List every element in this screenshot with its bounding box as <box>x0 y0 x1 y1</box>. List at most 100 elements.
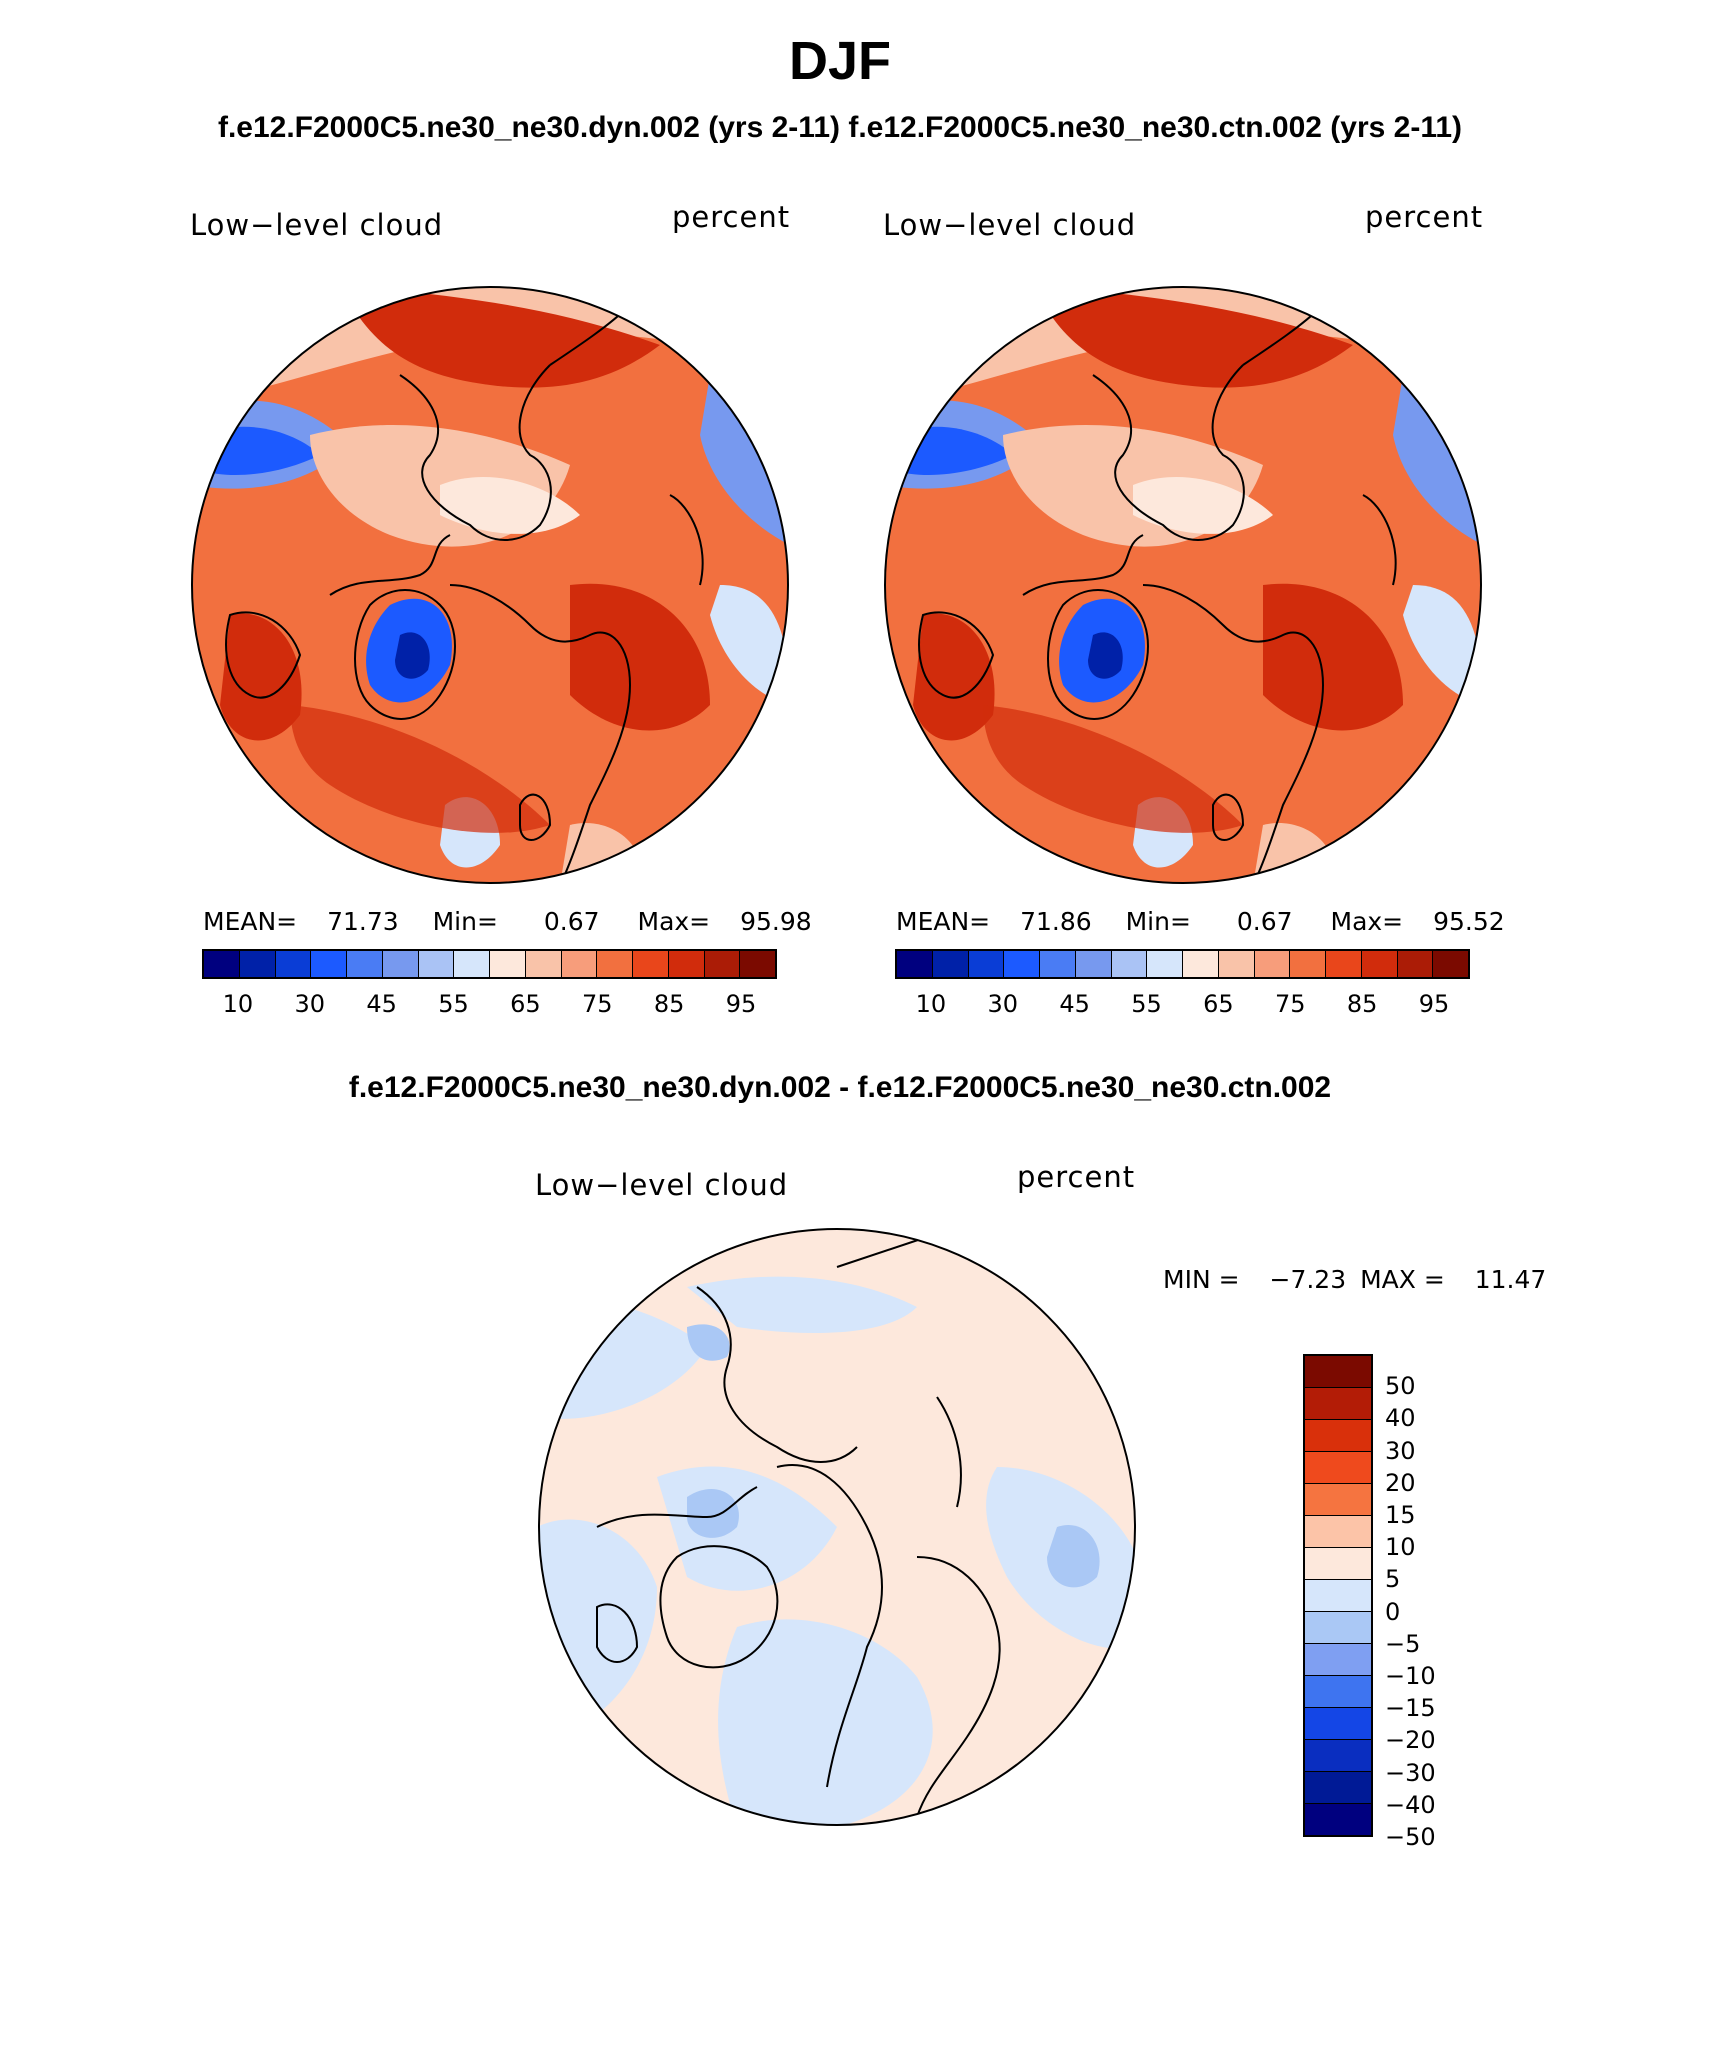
map-south-deep <box>290 705 550 833</box>
colorbar-tick-label: 75 <box>582 990 613 1018</box>
max-value: 95.98 <box>740 907 812 936</box>
left-polar-map <box>191 286 789 884</box>
diff-minmax: MIN = −7.23 MAX = 11.47 <box>1163 1265 1546 1295</box>
colorbar-swatch <box>704 951 741 977</box>
colorbar-swatch <box>1218 951 1255 977</box>
diff-atlantic-neg <box>718 1619 933 1825</box>
diff-colorbar-swatch <box>1305 1452 1371 1484</box>
colorbar-swatch <box>968 951 1005 977</box>
colorbar-swatch <box>454 951 490 977</box>
left-variable-label: Low−level cloud <box>190 208 444 242</box>
colorbar-tick-label: 45 <box>366 990 397 1018</box>
colorbar-swatch <box>275 951 312 977</box>
max-label: Max= <box>1330 907 1404 936</box>
diff-colorbar-tick-label: −5 <box>1385 1629 1421 1658</box>
colorbar-swatch <box>1075 951 1112 977</box>
diff-colorbar-tick-label: 50 <box>1385 1372 1416 1401</box>
map-pacific-red <box>913 613 995 741</box>
diff-colorbar-swatch <box>1305 1612 1371 1644</box>
colorbar-tick-label: 55 <box>1131 990 1162 1018</box>
diff-colorbar-tick-label: 40 <box>1385 1404 1416 1433</box>
diff-colorbar-swatch <box>1305 1708 1371 1740</box>
map-north-red <box>340 287 660 388</box>
diff-colorbar-swatch <box>1305 1420 1371 1452</box>
colorbar-swatch <box>668 951 705 977</box>
colorbar-tick-label: 95 <box>1418 990 1450 1018</box>
mean-label: MEAN= <box>896 907 991 936</box>
right-polar-map <box>884 286 1482 884</box>
colorbar-tick-label: 65 <box>510 990 541 1018</box>
left-colorbar <box>202 949 777 979</box>
colorbar-tick-label: 30 <box>294 990 326 1018</box>
colorbar-swatch <box>932 951 969 977</box>
diff-max-value: 11.47 <box>1474 1265 1547 1294</box>
colorbar-swatch <box>1433 951 1468 977</box>
diff-colorbar-tick-label: 10 <box>1385 1533 1416 1562</box>
diff-colorbar <box>1303 1354 1373 1837</box>
colorbar-tick-label: 95 <box>725 990 757 1018</box>
max-label: Max= <box>637 907 711 936</box>
diff-coastlines <box>596 1236 1001 1818</box>
map-eurasia-red <box>1263 583 1403 731</box>
right-colorbar-ticks: 10 30 45 55 65 75 85 95 <box>895 990 1470 1020</box>
diff-north-neg <box>687 1276 917 1333</box>
diff-east-neg2 <box>1047 1525 1100 1588</box>
colorbar-swatch <box>1254 951 1291 977</box>
mean-value: 71.86 <box>1020 907 1092 936</box>
diff-small-neg <box>687 1324 730 1361</box>
diff-colorbar-swatch <box>1305 1388 1371 1420</box>
colorbar-tick-label: 85 <box>1346 990 1378 1018</box>
left-units-label: percent <box>672 200 791 234</box>
min-label: Min= <box>1125 907 1191 936</box>
diff-colorbar-swatch <box>1305 1484 1371 1516</box>
diff-colorbar-swatch <box>1305 1772 1371 1804</box>
colorbar-tick-label: 75 <box>1275 990 1306 1018</box>
max-value: 95.52 <box>1433 907 1505 936</box>
right-units-label: percent <box>1365 200 1484 234</box>
colorbar-swatch <box>311 951 347 977</box>
difference-title: f.e12.F2000C5.ne30_ne30.dyn.002 - f.e12.… <box>348 1071 1332 1104</box>
diff-colorbar-tick-label: 20 <box>1385 1468 1416 1497</box>
figure-title: DJF <box>788 31 891 91</box>
right-stats: MEAN= 71.86 Min= 0.67 Max= 95.52 <box>896 907 1505 937</box>
colorbar-tick-label: 85 <box>653 990 685 1018</box>
map-border <box>191 286 789 884</box>
colorbar-swatch <box>347 951 383 977</box>
map-east-blue-2 <box>710 585 788 705</box>
colorbar-swatch <box>1397 951 1434 977</box>
diff-colorbar-swatch <box>1305 1548 1371 1580</box>
colorbar-swatch <box>418 951 455 977</box>
map-east-blue <box>1393 375 1481 545</box>
diff-colorbar-tick-label: −20 <box>1385 1726 1436 1755</box>
case-subtitle: f.e12.F2000C5.ne30_ne30.dyn.002 (yrs 2-1… <box>217 111 1463 144</box>
diff-min-value: −7.23 <box>1269 1265 1347 1294</box>
colorbar-swatch <box>1147 951 1183 977</box>
colorbar-swatch <box>561 951 598 977</box>
map-border <box>884 286 1482 884</box>
colorbar-swatch <box>740 951 775 977</box>
diff-colorbar-tick-label: −15 <box>1385 1694 1436 1723</box>
diff-canada-neg2 <box>687 1488 739 1538</box>
diff-variable-label: Low−level cloud <box>535 1168 789 1202</box>
diff-colorbar-tick-label: 15 <box>1385 1501 1416 1529</box>
diff-map-border <box>538 1228 1136 1826</box>
map-pacific-red <box>220 613 302 741</box>
min-value: 0.67 <box>1236 907 1293 936</box>
right-colorbar <box>895 949 1470 979</box>
diff-colorbar-tick-label: −50 <box>1385 1823 1436 1851</box>
map-coastlines <box>225 304 704 883</box>
colorbar-swatch <box>1004 951 1040 977</box>
diff-colorbar-swatch <box>1305 1804 1371 1835</box>
map-north-red <box>1033 287 1353 388</box>
map-arctic-pale <box>1133 476 1273 534</box>
colorbar-swatch <box>204 951 240 977</box>
right-variable-label: Low−level cloud <box>883 208 1137 242</box>
colorbar-swatch <box>633 951 669 977</box>
diff-colorbar-swatch <box>1305 1676 1371 1708</box>
colorbar-tick-label: 55 <box>438 990 469 1018</box>
colorbar-swatch <box>1040 951 1076 977</box>
colorbar-swatch <box>239 951 276 977</box>
diff-colorbar-tick-label: 0 <box>1385 1597 1401 1626</box>
min-value: 0.67 <box>543 907 600 936</box>
colorbar-tick-label: 65 <box>1203 990 1234 1018</box>
